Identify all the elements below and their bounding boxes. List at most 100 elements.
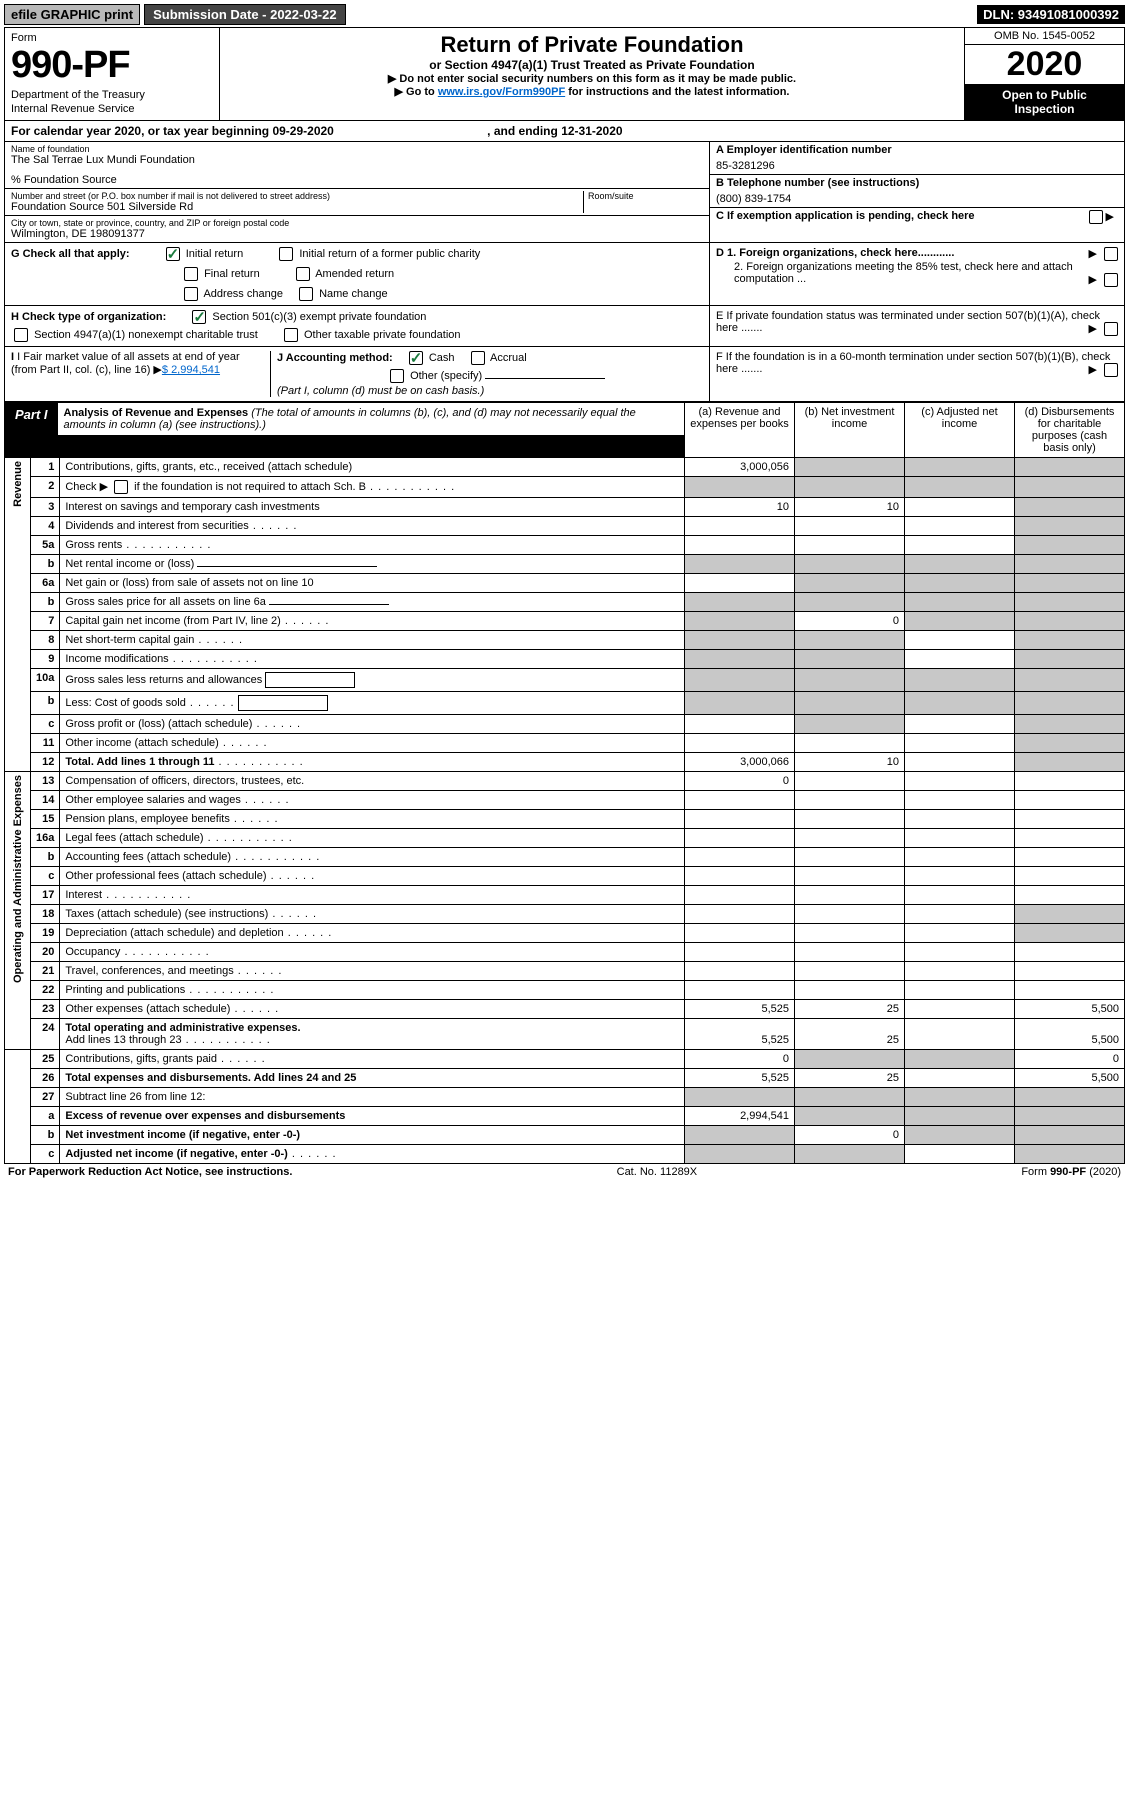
row-num: 1 [31,458,60,477]
calendar-year-row: For calendar year 2020, or tax year begi… [4,121,1125,142]
row-num: 22 [31,981,60,1000]
line10a-input[interactable] [265,672,355,688]
fmv-value[interactable]: $ 2,994,541 [162,364,220,376]
val-b: 0 [795,612,905,631]
g-final-checkbox[interactable] [184,267,198,281]
table-row: 6aNet gain or (loss) from sale of assets… [5,574,1125,593]
val-a: 5,525 [685,1069,795,1088]
instr-post: for instructions and the latest informat… [565,86,789,98]
calyear-mid: , and ending [484,124,561,138]
row-label: Total. Add lines 1 through 11 [65,756,214,768]
j-accrual-label: Accrual [490,352,527,364]
name-label: Name of foundation [11,144,703,154]
val-b: 10 [795,498,905,517]
table-row: bNet rental income or (loss) [5,555,1125,574]
val-d: 5,500 [1015,1069,1125,1088]
row-label: Gross sales less returns and allowances [65,674,262,686]
row-label: Gross sales price for all assets on line… [65,596,266,608]
check-row-gd: G Check all that apply: Initial return I… [4,243,1125,306]
row-label: Excess of revenue over expenses and disb… [65,1110,345,1122]
f-checkbox[interactable] [1104,363,1118,377]
row-label: Less: Cost of goods sold [65,697,185,709]
row-num: 19 [31,924,60,943]
row-num: 3 [31,498,60,517]
e-checkbox[interactable] [1104,322,1118,336]
d1-checkbox[interactable] [1104,247,1118,261]
row-label: Occupancy [65,946,120,958]
j-other-checkbox[interactable] [390,369,404,383]
row-label: Other expenses (attach schedule) [65,1003,230,1015]
room-label: Room/suite [588,191,703,201]
submission-date: Submission Date - 2022-03-22 [144,4,346,25]
table-row: 4Dividends and interest from securities [5,517,1125,536]
footer-mid: Cat. No. 11289X [617,1166,698,1178]
row-label: Adjusted net income (if negative, enter … [65,1148,287,1160]
row-num: b [31,1126,60,1145]
line10b-input[interactable] [238,695,328,711]
f-label: F If the foundation is in a 60-month ter… [716,351,1110,375]
row-label: Printing and publications [65,984,185,996]
check-row-he: H Check type of organization: Section 50… [4,306,1125,347]
d2-checkbox[interactable] [1104,273,1118,287]
form990pf-link[interactable]: www.irs.gov/Form990PF [438,86,565,98]
e-label: E If private foundation status was termi… [716,310,1100,334]
sch-b-checkbox[interactable] [114,480,128,494]
table-row: bAccounting fees (attach schedule) [5,848,1125,867]
j-cash-checkbox[interactable] [409,351,423,365]
table-row: Operating and Administrative Expenses 13… [5,772,1125,791]
g-amended-checkbox[interactable] [296,267,310,281]
row-label-pre: Check ▶ [65,481,111,493]
val-a: 0 [685,1050,795,1069]
row-num: 21 [31,962,60,981]
col-d-header: (d) Disbursements for charitable purpose… [1015,403,1125,458]
row-label: Net short-term capital gain [65,634,194,646]
row-num: b [31,593,60,612]
table-row: 20Occupancy [5,943,1125,962]
row-label: Interest on savings and temporary cash i… [60,498,685,517]
h-4947-checkbox[interactable] [14,328,28,342]
row-label: Capital gain net income (from Part IV, l… [65,615,280,627]
h-501c3-checkbox[interactable] [192,310,206,324]
row-label: Dividends and interest from securities [65,520,248,532]
j-label: J Accounting method: [277,352,393,364]
c-checkbox[interactable] [1089,210,1103,224]
part1-title: Analysis of Revenue and Expenses [64,407,249,419]
val-b: 0 [795,1126,905,1145]
table-row: aExcess of revenue over expenses and dis… [5,1107,1125,1126]
calyear-begin: 09-29-2020 [272,124,333,138]
table-row: bLess: Cost of goods sold [5,692,1125,715]
val-b: 10 [795,753,905,772]
row-num: 10a [31,669,60,692]
g-name-checkbox[interactable] [299,287,313,301]
telephone: (800) 839-1754 [716,193,1118,205]
row-num: 16a [31,829,60,848]
h-other-checkbox[interactable] [284,328,298,342]
val-b: 25 [795,1019,905,1050]
efile-button[interactable]: efile GRAPHIC print [4,4,140,25]
g-initial-former-checkbox[interactable] [279,247,293,261]
row-num: b [31,555,60,574]
g-addr-checkbox[interactable] [184,287,198,301]
row-num: 7 [31,612,60,631]
row-num: 18 [31,905,60,924]
city: Wilmington, DE 198091377 [11,228,703,240]
row-num: b [31,848,60,867]
val-d: 5,500 [1015,1000,1125,1019]
row-num: c [31,715,60,734]
arrow-icon: ▶ [1089,273,1097,286]
table-row: 21Travel, conferences, and meetings [5,962,1125,981]
arrow-icon: ▶ [1089,322,1097,335]
table-row: 12Total. Add lines 1 through 113,000,066… [5,753,1125,772]
part1-table: Part I Analysis of Revenue and Expenses … [4,402,1125,1164]
g-initial-checkbox[interactable] [166,247,180,261]
j-accrual-checkbox[interactable] [471,351,485,365]
table-row: 17Interest [5,886,1125,905]
table-row: 25Contributions, gifts, grants paid00 [5,1050,1125,1069]
table-row: 23Other expenses (attach schedule)5,5252… [5,1000,1125,1019]
g-initial-label: Initial return [186,248,243,260]
row-label: Gross rents [65,539,122,551]
val-a: 10 [685,498,795,517]
d2-label: 2. Foreign organizations meeting the 85%… [734,261,1073,285]
col-b-header: (b) Net investment income [795,403,905,458]
row-label: Contributions, gifts, grants paid [65,1053,217,1065]
